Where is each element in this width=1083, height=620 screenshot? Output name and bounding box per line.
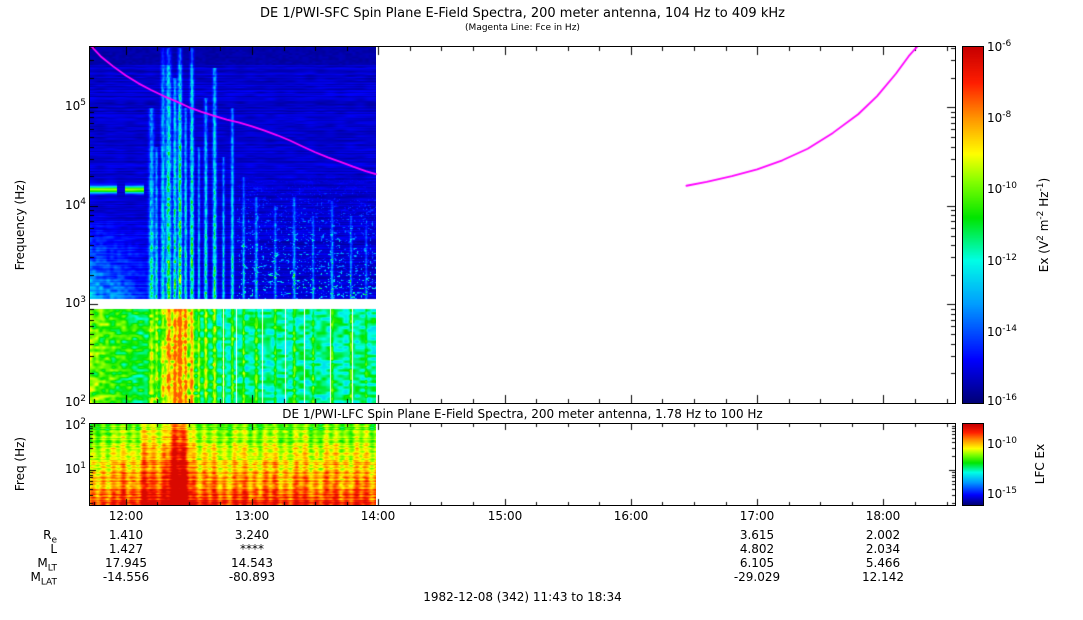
sfc-colorbar-tick: 10-14 [987,324,1017,340]
ephemeris-value: -80.893 [228,570,276,584]
sfc-colorbar-tick: 10-8 [987,110,1012,126]
x-tick-label: 17:00 [739,509,775,523]
ephemeris-value: 2.034 [865,542,901,556]
x-tick-label: 13:00 [234,509,270,523]
sfc-y-tick-label: 102 [64,394,86,410]
sfc-axes-fce-line-canvas [90,47,955,403]
ephemeris-value: 2.002 [865,528,901,542]
ephemeris-value: 1.410 [108,528,144,542]
lfc-plot-area [89,423,956,506]
x-tick-label: 12:00 [108,509,144,523]
lfc-colorbar-tick: 10-15 [987,486,1017,502]
lfc-y-tick-label: 101 [64,461,86,477]
sfc-colorbar-gradient [963,47,983,403]
ephemeris-value: 3.615 [739,528,775,542]
ephemeris-value: 4.802 [739,542,775,556]
ephemeris-value: 6.105 [739,556,775,570]
sfc-plot-area [89,46,956,404]
sfc-colorbar-tick: 10-16 [987,393,1017,409]
ephemeris-value: 3.240 [234,528,270,542]
ephemeris-value: **** [240,542,264,556]
ephemeris-row-label-re: Re [43,528,57,546]
lfc-colorbar [962,423,984,506]
lfc-colorbar-gradient [963,424,983,505]
ephemeris-value: 12.142 [862,570,904,584]
lfc-title: DE 1/PWI-LFC Spin Plane E-Field Spectra,… [282,407,763,421]
ephemeris-value: -14.556 [102,570,150,584]
date-range-caption: 1982-12-08 (342) 11:43 to 18:34 [423,590,622,604]
ephemeris-row-label-mlat: MLAT [30,570,57,588]
x-tick-label: 18:00 [865,509,901,523]
sfc-colorbar-tick: 10-10 [987,181,1017,197]
x-tick-label: 16:00 [613,509,649,523]
ephemeris-row-label-l: L [50,542,57,556]
ephemeris-value: -29.029 [733,570,781,584]
ephemeris-value: 5.466 [865,556,901,570]
lfc-y-axis-label: Freq (Hz) [13,436,27,492]
sfc-colorbar [962,46,984,404]
sfc-colorbar-axis-label: Ex (V2 m-2 Hz-1) [1036,177,1051,273]
x-tick-label: 15:00 [487,509,523,523]
sfc-colorbar-tick: 10-6 [987,39,1012,55]
ephemeris-value: 1.427 [108,542,144,556]
ephemeris-value: 17.945 [105,556,147,570]
ephemeris-value: 14.543 [231,556,273,570]
ephemeris-row-label-mlt: MLT [37,556,57,574]
sfc-y-tick-label: 105 [64,98,86,114]
x-tick-label: 14:00 [360,509,396,523]
lfc-axes-canvas [90,424,955,505]
lfc-colorbar-axis-label: LFC Ex [1033,443,1047,485]
sfc-y-tick-label: 103 [64,295,86,311]
lfc-y-tick-label: 102 [64,417,86,433]
sfc-y-tick-label: 104 [64,197,86,213]
sfc-colorbar-tick: 10-12 [987,253,1017,269]
sfc-title: DE 1/PWI-SFC Spin Plane E-Field Spectra,… [260,6,785,21]
sfc-y-axis-label: Frequency (Hz) [13,179,27,271]
lfc-colorbar-tick: 10-10 [987,436,1017,452]
sfc-subtitle: (Magenta Line: Fce in Hz) [465,23,580,33]
